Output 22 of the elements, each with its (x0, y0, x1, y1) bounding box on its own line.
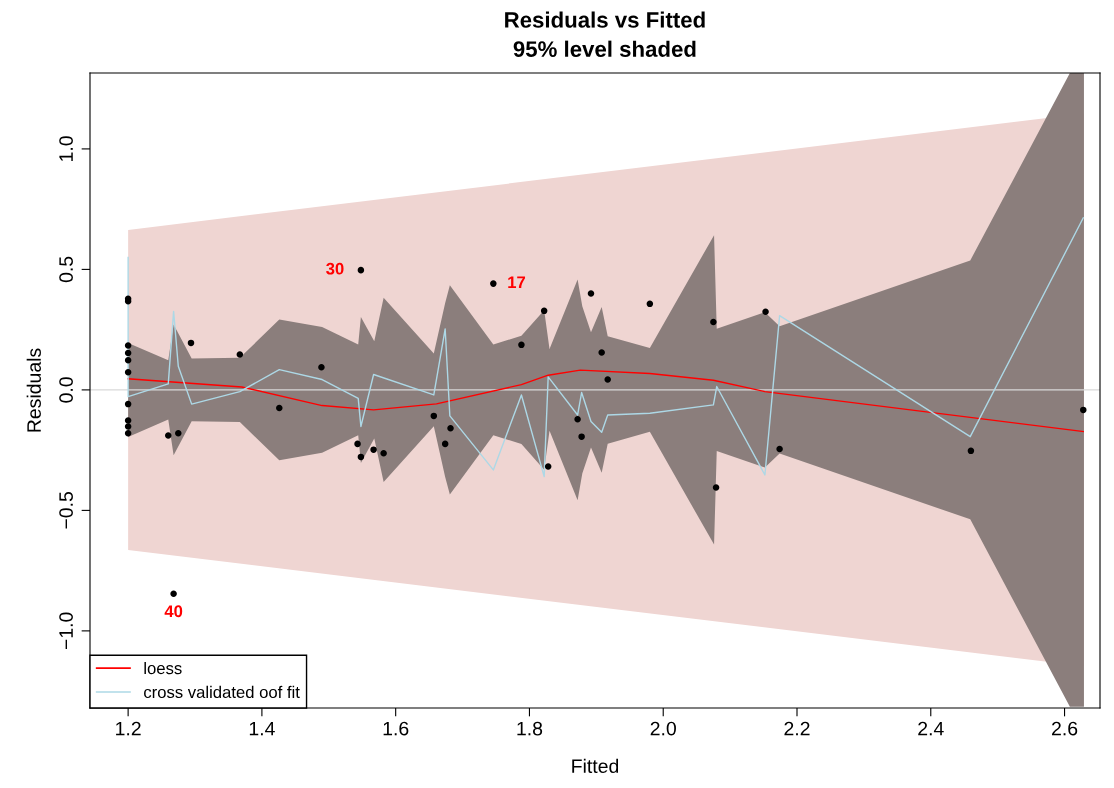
chart-title: Residuals vs Fitted (505, 11, 705, 28)
y-tick-label: 1.0 (59, 136, 73, 161)
x-tick-label: 2.0 (650, 721, 676, 736)
y-tick-label: −0.5 (59, 492, 73, 529)
annotation: 40 (164, 605, 183, 618)
chart-subtitle: 95% level shaded (513, 40, 696, 57)
y-tick-label: 0.5 (59, 256, 73, 283)
annotation: 30 (326, 262, 344, 275)
x-tick-label: 1.8 (517, 721, 543, 736)
legend-label: cross validated oof fit (144, 685, 300, 699)
x-tick-label: 1.4 (249, 721, 275, 736)
x-tick-label: 1.2 (116, 721, 141, 736)
x-tick-label: 2.2 (784, 721, 810, 736)
x-axis-title: Fitted (572, 758, 619, 774)
x-tick-label: 2.6 (1052, 721, 1078, 736)
y-tick-label: −1.0 (59, 612, 73, 650)
x-tick-label: 1.6 (383, 721, 409, 736)
y-tick-label: 0.0 (59, 377, 73, 403)
legend-label: loess (144, 661, 182, 675)
x-tick-label: 2.4 (918, 721, 944, 736)
annotation: 17 (508, 276, 526, 288)
y-axis-title: Residuals (26, 348, 41, 432)
